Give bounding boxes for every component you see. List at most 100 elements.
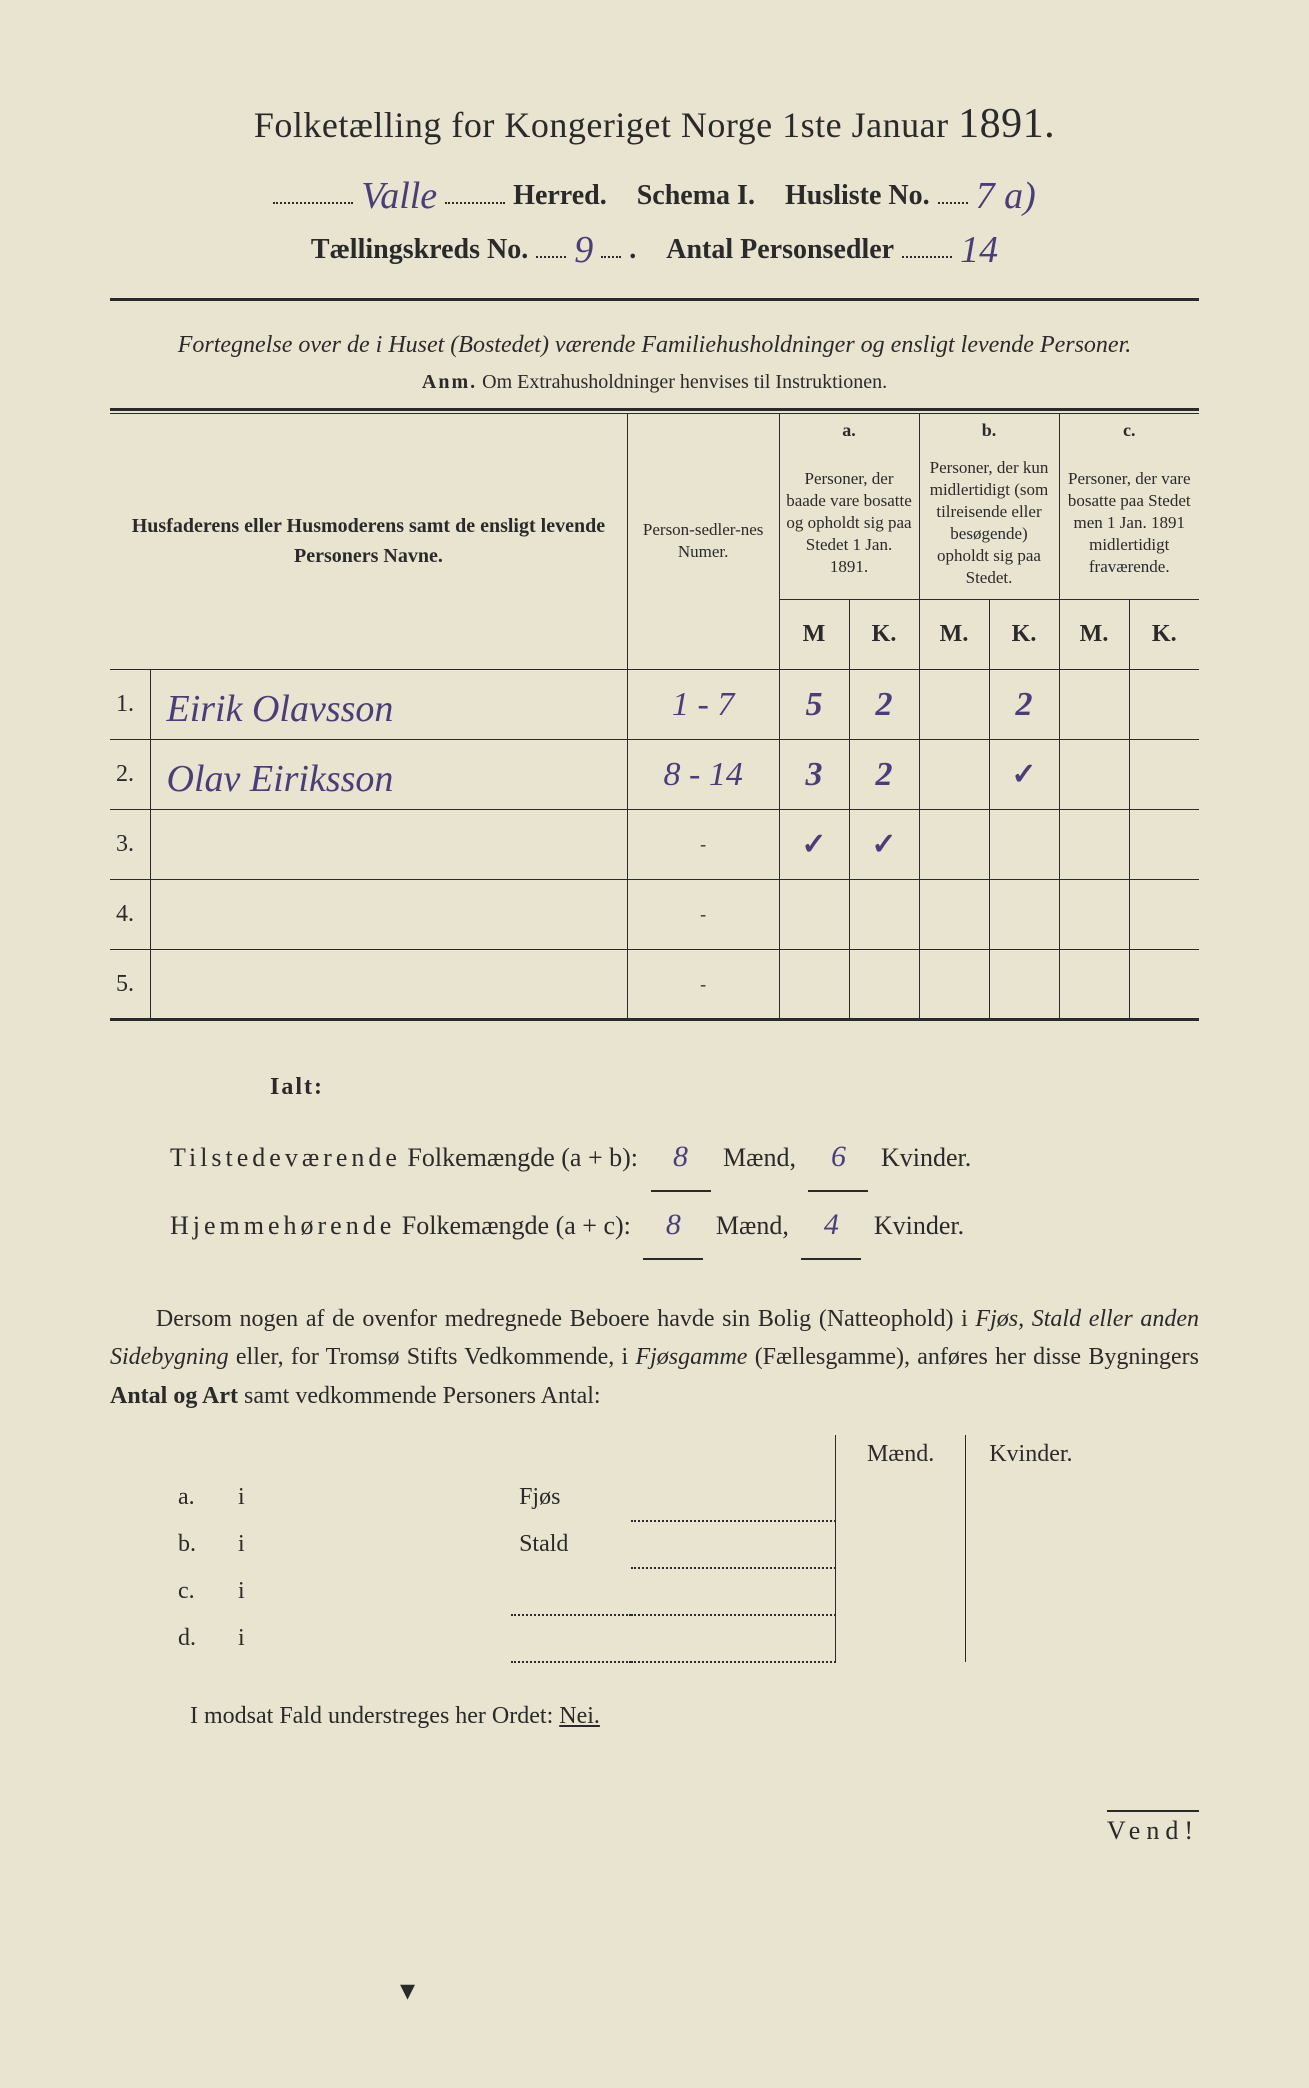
bygn-row: c. i	[170, 1568, 1096, 1615]
bygn-dots	[631, 1615, 836, 1662]
row-ak: ✓	[871, 828, 896, 861]
col-a-k: K.	[849, 600, 919, 670]
row-ck	[1129, 670, 1199, 740]
row-ak: 2	[849, 740, 919, 810]
husliste-label: Husliste No.	[785, 180, 930, 212]
herred-label: Herred.	[513, 180, 607, 212]
bygn-k	[966, 1521, 1096, 1568]
bygn-lbl: c.	[170, 1568, 230, 1615]
bygn-row: b. i Stald	[170, 1521, 1096, 1568]
line1-b: Folkemængde (a + b):	[407, 1143, 638, 1172]
bygn-row: d. i	[170, 1615, 1096, 1662]
col-c-label: c.	[1123, 420, 1136, 440]
totals-line-1: Tilstedeværende Folkemængde (a + b): 8 M…	[170, 1124, 1199, 1192]
row-sedler: -	[627, 950, 779, 1020]
household-table: Husfaderens eller Husmoderens samt de en…	[110, 408, 1199, 1022]
header-line-1: Valle Herred. Schema I. Husliste No. 7 a…	[110, 170, 1199, 214]
bygn-k	[966, 1474, 1096, 1521]
row-cm	[1059, 670, 1129, 740]
row-am: ✓	[801, 828, 826, 861]
bygn-name: Stald	[511, 1521, 631, 1568]
row-am	[779, 880, 849, 950]
row-bm	[919, 740, 989, 810]
col-head-num: Person-sedler-nes Numer.	[643, 520, 764, 561]
row-am: 3	[779, 740, 849, 810]
row-ck	[1129, 810, 1199, 880]
nei-word: Nei.	[559, 1703, 600, 1729]
kreds-value: 9	[574, 228, 593, 272]
page-title: Folketælling for Kongeriget Norge 1ste J…	[110, 100, 1199, 148]
bygn-lbl: d.	[170, 1615, 230, 1662]
row-num: 2.	[110, 740, 150, 810]
bygn-name: Fjøs	[511, 1474, 631, 1521]
col-c-text: Personer, der vare bosatte paa Stedet me…	[1068, 469, 1191, 576]
line1-a: Tilstedeværende	[170, 1143, 401, 1172]
bygn-k	[966, 1568, 1096, 1615]
col-b-m: M.	[919, 600, 989, 670]
vend-label: Vend!	[1107, 1810, 1199, 1846]
line2-k: 4	[824, 1208, 839, 1241]
nei-text: I modsat Fald understreges her Ordet:	[190, 1703, 553, 1729]
row-num: 3.	[110, 810, 150, 880]
bygn-row: a. i Fjøs	[170, 1474, 1096, 1521]
row-bk: ✓	[1011, 758, 1036, 791]
line1-m: 8	[673, 1140, 688, 1173]
row-sedler: -	[627, 880, 779, 950]
title-main: Folketælling for Kongeriget Norge 1ste J…	[254, 105, 949, 145]
col-head-name: Husfaderens eller Husmoderens samt de en…	[132, 515, 605, 567]
row-cm	[1059, 950, 1129, 1020]
row-bm	[919, 950, 989, 1020]
row-cm	[1059, 810, 1129, 880]
row-cm	[1059, 880, 1129, 950]
row-num: 5.	[110, 950, 150, 1020]
maend-label: Mænd,	[723, 1143, 796, 1172]
table-row: 3. - ✓ ✓	[110, 810, 1199, 880]
row-name: Eirik Olavsson	[167, 688, 394, 730]
kreds-label: Tællingskreds No.	[311, 234, 528, 266]
bygn-i: i	[230, 1474, 511, 1521]
row-am: 5	[779, 670, 849, 740]
schema-label: Schema I.	[637, 180, 755, 212]
bygn-i: i	[230, 1568, 511, 1615]
anm-bold: Anm.	[422, 371, 477, 393]
row-ak	[849, 880, 919, 950]
antal-value: 14	[960, 228, 998, 272]
husliste-value: 7 a)	[976, 174, 1036, 218]
row-sedler: 1 - 7	[627, 670, 779, 740]
header-line-2: Tællingskreds No. 9 . Antal Personsedler…	[110, 224, 1199, 268]
bygn-name	[511, 1615, 631, 1662]
totals-line-2: Hjemmehørende Folkemængde (a + c): 8 Mæn…	[170, 1192, 1199, 1260]
row-num: 4.	[110, 880, 150, 950]
bygn-lbl: a.	[170, 1474, 230, 1521]
kvinder-label: Kvinder.	[881, 1143, 971, 1172]
row-name: Olav Eiriksson	[167, 758, 394, 800]
table-row: 4. -	[110, 880, 1199, 950]
col-c-m: M.	[1059, 600, 1129, 670]
dotted-prefix	[273, 202, 353, 204]
kvinder-label2: Kvinder.	[874, 1211, 964, 1240]
line2-b: Folkemængde (a + c):	[402, 1211, 631, 1240]
row-bk: 2	[989, 670, 1059, 740]
bygn-k	[966, 1615, 1096, 1662]
row-ck	[1129, 950, 1199, 1020]
col-a-m: M	[779, 600, 849, 670]
bygn-name	[511, 1568, 631, 1615]
row-ck	[1129, 880, 1199, 950]
title-year: 1891.	[958, 101, 1055, 147]
table-row: 1. Eirik Olavsson 1 - 7 5 2 2	[110, 670, 1199, 740]
col-a-text: Personer, der baade vare bosatte og opho…	[786, 469, 912, 576]
bygn-i: i	[230, 1615, 511, 1662]
bygn-dots	[631, 1474, 836, 1521]
dotted-husliste-pre	[938, 202, 968, 204]
row-ck	[1129, 740, 1199, 810]
row-sedler: 8 - 14	[627, 740, 779, 810]
divider-top	[110, 298, 1199, 301]
line2-m: 8	[666, 1208, 681, 1241]
maend-label2: Mænd,	[716, 1211, 789, 1240]
bygn-dots	[631, 1521, 836, 1568]
row-bk	[989, 810, 1059, 880]
row-am	[779, 950, 849, 1020]
bygn-maend: Mænd.	[836, 1435, 966, 1474]
row-ak	[849, 950, 919, 1020]
col-c-k: K.	[1129, 600, 1199, 670]
